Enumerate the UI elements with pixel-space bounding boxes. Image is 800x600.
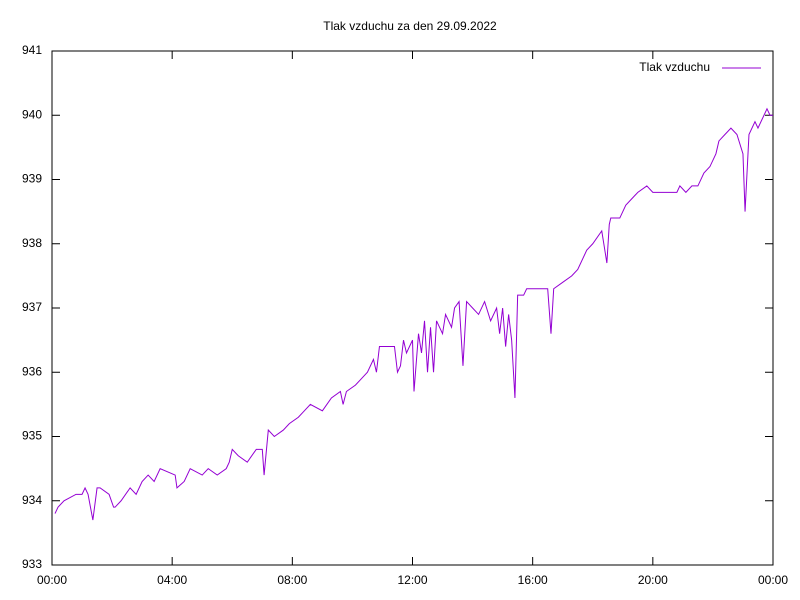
legend-label: Tlak vzduchu — [639, 60, 710, 74]
data-line — [54, 107, 773, 521]
x-tick-label: 00:00 — [758, 573, 788, 587]
x-tick-label: 04:00 — [157, 573, 187, 587]
x-tick-label: 16:00 — [518, 573, 548, 587]
x-tick-label: 20:00 — [638, 573, 668, 587]
x-tick-label: 00:00 — [37, 573, 67, 587]
y-tick-label: 939 — [22, 172, 42, 186]
y-tick-label: 941 — [22, 43, 42, 57]
y-tick-label: 937 — [22, 300, 42, 314]
y-tick-label: 935 — [22, 429, 42, 443]
x-tick-label: 08:00 — [277, 573, 307, 587]
y-tick-label: 940 — [22, 107, 42, 121]
chart-title: Tlak vzduchu za den 29.09.2022 — [323, 19, 497, 33]
y-tick-label: 936 — [22, 364, 42, 378]
y-tick-label: 938 — [22, 236, 42, 250]
y-tick-label: 934 — [22, 493, 42, 507]
plot-border — [51, 50, 774, 566]
y-tick-label: 933 — [22, 557, 42, 571]
x-tick-label: 12:00 — [397, 573, 427, 587]
